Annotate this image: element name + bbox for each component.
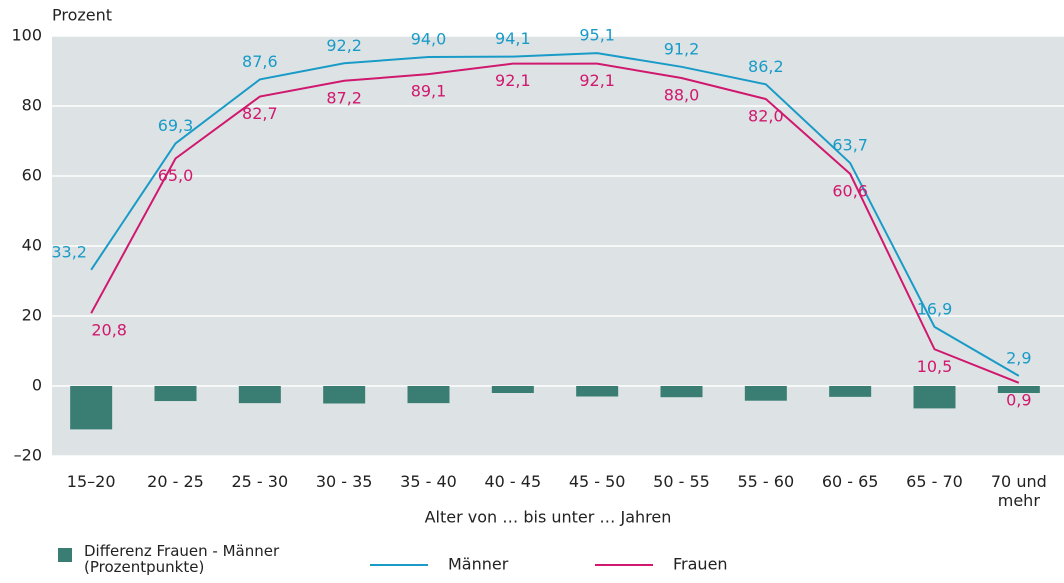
data-label: 16,9 — [917, 299, 953, 318]
data-label: 20,8 — [91, 321, 127, 340]
x-tick-label-box: 30 - 35 — [315, 472, 373, 491]
bar — [238, 386, 281, 404]
legend-swatch — [58, 548, 72, 562]
data-label: 82,7 — [242, 104, 278, 123]
bar — [829, 386, 872, 397]
x-tick-label: 35 - 40 — [400, 472, 457, 491]
x-tick-label: 20 - 25 — [147, 472, 204, 491]
data-label: 63,7 — [832, 136, 868, 155]
y-tick-label: 100 — [11, 26, 42, 45]
x-tick-label: 55 - 60 — [737, 472, 795, 491]
data-label: 92,1 — [579, 71, 615, 90]
x-axis-label: Alter von … bis unter … Jahren — [425, 508, 672, 527]
y-tick-label: –20 — [14, 446, 42, 465]
bar — [70, 386, 113, 430]
data-label: 82,0 — [748, 107, 784, 126]
legend-label: Männer — [448, 555, 509, 574]
x-tick-label-box: 50 - 55 — [653, 472, 710, 491]
data-label: 33,2 — [51, 242, 87, 261]
data-label: 94,0 — [411, 30, 447, 49]
bar — [154, 386, 197, 402]
y-tick-label: 60 — [22, 166, 42, 185]
x-tick-label: 60 - 65 — [821, 472, 879, 491]
x-tick-label: 50 - 55 — [653, 472, 710, 491]
data-label: 89,1 — [411, 82, 447, 101]
x-tick-label-box: 65 - 70 — [906, 472, 963, 491]
data-label: 92,1 — [495, 71, 531, 90]
data-label: 65,0 — [158, 166, 194, 185]
data-label: 2,9 — [1006, 348, 1031, 367]
bar — [744, 386, 787, 401]
x-tick-label-box: 45 - 50 — [568, 472, 626, 491]
data-label: 95,1 — [579, 26, 615, 45]
x-tick-label: 65 - 70 — [906, 472, 963, 491]
data-label: 87,6 — [242, 52, 278, 71]
legend-label: Frauen — [673, 555, 728, 574]
x-tick-label-box: 60 - 65 — [821, 472, 879, 491]
bar — [660, 386, 703, 398]
bar — [407, 386, 450, 404]
bar — [323, 386, 366, 404]
y-tick-label: 20 — [22, 306, 42, 325]
x-tick-label: 70 und mehr — [990, 472, 1047, 510]
x-tick-label: 30 - 35 — [315, 472, 373, 491]
data-label: 69,3 — [158, 116, 194, 135]
x-tick-label-box: 55 - 60 — [737, 472, 795, 491]
x-tick-label-box: 15–20 — [66, 472, 116, 491]
data-label: 0,9 — [1006, 390, 1031, 409]
x-tick-label: 15–20 — [66, 472, 116, 491]
y-axis-label: Prozent — [52, 6, 112, 25]
bar — [576, 386, 619, 397]
data-label: 87,2 — [326, 88, 362, 107]
data-label: 88,0 — [664, 86, 700, 105]
bar — [491, 386, 534, 393]
x-tick-label-box: 70 und mehr — [990, 472, 1047, 510]
x-tick-label-box: 40 - 45 — [484, 472, 542, 491]
x-tick-label-box: 35 - 40 — [400, 472, 457, 491]
y-tick-label: 40 — [22, 236, 42, 255]
data-label: 92,2 — [326, 36, 362, 55]
data-label: 86,2 — [748, 57, 784, 76]
legend-label-box: Differenz Frauen - Männer (Prozentpunkte… — [84, 543, 280, 576]
y-tick-label: 0 — [32, 376, 42, 395]
x-tick-label: 40 - 45 — [484, 472, 542, 491]
x-tick-label: 45 - 50 — [568, 472, 626, 491]
data-label: 91,2 — [664, 39, 700, 58]
x-tick-label: 25 - 30 — [231, 472, 289, 491]
bar — [913, 386, 956, 409]
data-label: 10,5 — [917, 357, 953, 376]
line-1 — [90, 62, 1020, 384]
x-tick-label-box: 20 - 25 — [147, 472, 204, 491]
legend-label: Differenz Frauen - Männer (Prozentpunkte… — [84, 543, 280, 576]
data-label: 94,1 — [495, 29, 531, 48]
data-label: 60,6 — [832, 181, 868, 200]
x-tick-label-box: 25 - 30 — [231, 472, 289, 491]
line-0 — [90, 52, 1020, 377]
y-tick-label: 80 — [22, 96, 42, 115]
bar — [997, 386, 1040, 393]
